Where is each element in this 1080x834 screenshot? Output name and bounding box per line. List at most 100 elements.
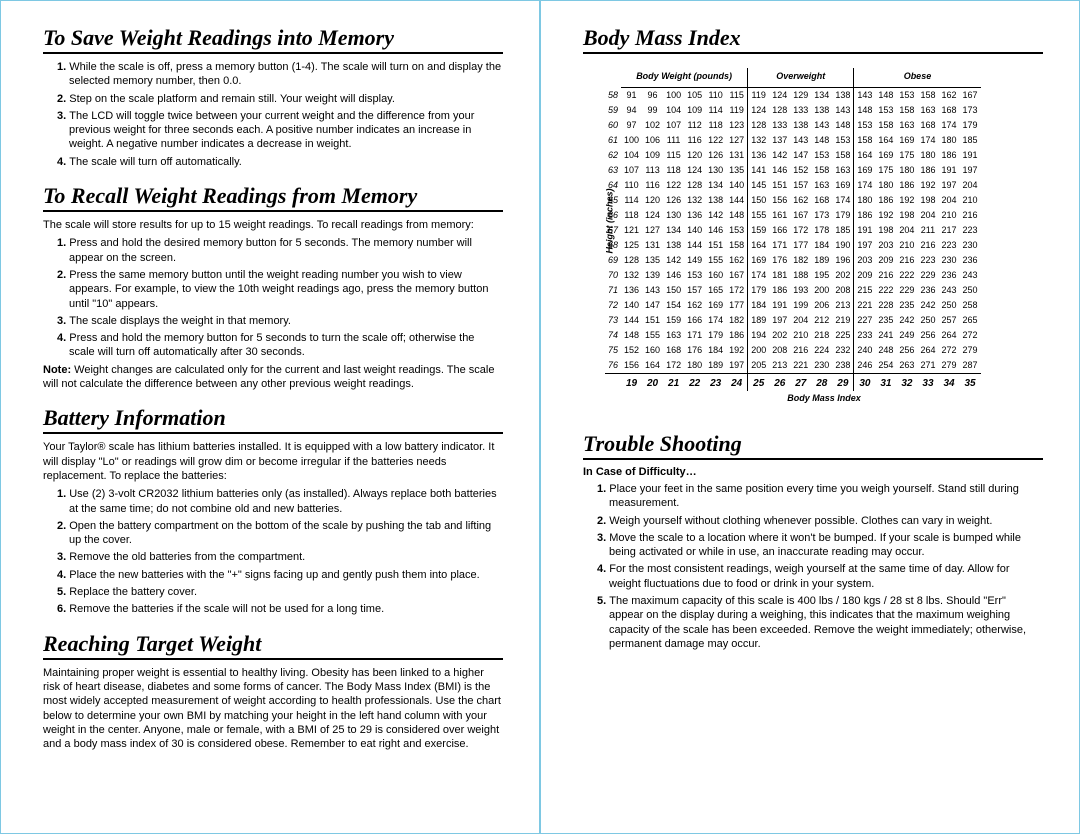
bmi-cell: 223 bbox=[960, 223, 981, 238]
bmi-cell: 175 bbox=[896, 148, 917, 163]
bmi-cell: 240 bbox=[854, 343, 876, 358]
bmi-cell: 169 bbox=[896, 133, 917, 148]
bmi-head-obese: Obese bbox=[854, 68, 981, 87]
bmi-cell: 180 bbox=[854, 193, 876, 208]
bmi-cell: 142 bbox=[663, 253, 684, 268]
bmi-cell: 198 bbox=[917, 193, 938, 208]
bmi-cell: 162 bbox=[790, 193, 811, 208]
bmi-cell: 124 bbox=[684, 163, 705, 178]
bmi-cell: 199 bbox=[790, 298, 811, 313]
bmi-cell: 106 bbox=[642, 133, 663, 148]
bmi-cell: 232 bbox=[832, 343, 854, 358]
bmi-cell: 166 bbox=[769, 223, 790, 238]
bmi-height-cell: 58 bbox=[605, 87, 621, 103]
bmi-cell: 139 bbox=[642, 268, 663, 283]
list-item: 5. The maximum capacity of this scale is… bbox=[597, 594, 1043, 651]
bmi-index-cell: 35 bbox=[960, 373, 981, 391]
bmi-cell: 180 bbox=[896, 163, 917, 178]
bmi-cell: 151 bbox=[642, 313, 663, 328]
bmi-cell: 178 bbox=[811, 223, 832, 238]
bmi-cell: 279 bbox=[938, 358, 959, 374]
bmi-cell: 204 bbox=[938, 193, 959, 208]
bmi-y-label: Height (inches) bbox=[605, 188, 615, 253]
bmi-cell: 135 bbox=[642, 253, 663, 268]
bmi-cell: 143 bbox=[854, 87, 876, 103]
bmi-cell: 238 bbox=[832, 358, 854, 374]
bmi-cell: 143 bbox=[790, 133, 811, 148]
bmi-cell: 224 bbox=[811, 343, 832, 358]
bmi-cell: 249 bbox=[896, 328, 917, 343]
bmi-cell: 158 bbox=[917, 87, 938, 103]
list-item: 4. The scale will turn off automatically… bbox=[57, 155, 503, 169]
bmi-cell: 186 bbox=[917, 163, 938, 178]
bmi-cell: 182 bbox=[726, 313, 748, 328]
bmi-cell: 263 bbox=[896, 358, 917, 374]
bmi-index-cell: 26 bbox=[769, 373, 790, 391]
bmi-cell: 138 bbox=[663, 238, 684, 253]
bmi-cell: 168 bbox=[663, 343, 684, 358]
bmi-cell: 114 bbox=[621, 193, 642, 208]
bmi-cell: 142 bbox=[769, 148, 790, 163]
bmi-cell: 136 bbox=[748, 148, 770, 163]
bmi-cell: 180 bbox=[875, 178, 896, 193]
bmi-cell: 91 bbox=[621, 87, 642, 103]
bmi-cell: 161 bbox=[769, 208, 790, 223]
bmi-cell: 185 bbox=[832, 223, 854, 238]
bmi-cell: 153 bbox=[811, 148, 832, 163]
bmi-cell: 128 bbox=[748, 118, 770, 133]
bmi-index-cell: 23 bbox=[705, 373, 726, 391]
bmi-cell: 169 bbox=[748, 253, 770, 268]
bmi-cell: 115 bbox=[663, 148, 684, 163]
bmi-cell: 158 bbox=[875, 118, 896, 133]
bmi-cell: 184 bbox=[811, 238, 832, 253]
bmi-cell: 111 bbox=[663, 133, 684, 148]
bmi-cell: 165 bbox=[705, 283, 726, 298]
bmi-cell: 242 bbox=[896, 313, 917, 328]
bmi-cell: 164 bbox=[854, 148, 876, 163]
bmi-cell: 167 bbox=[960, 87, 981, 103]
bmi-height-cell: 69 bbox=[605, 253, 621, 268]
bmi-cell: 186 bbox=[875, 193, 896, 208]
bmi-cell: 179 bbox=[748, 283, 770, 298]
bmi-cell: 126 bbox=[705, 148, 726, 163]
bmi-cell: 204 bbox=[790, 313, 811, 328]
bmi-cell: 200 bbox=[811, 283, 832, 298]
list-item: 3. Remove the old batteries from the com… bbox=[57, 550, 503, 564]
right-page: Body Mass Index Height (inches) Body Wei… bbox=[540, 0, 1080, 834]
bmi-cell: 184 bbox=[748, 298, 770, 313]
bmi-cell: 153 bbox=[832, 133, 854, 148]
list-item: 6. Remove the batteries if the scale wil… bbox=[57, 602, 503, 616]
bmi-cell: 193 bbox=[790, 283, 811, 298]
bmi-cell: 179 bbox=[960, 118, 981, 133]
bmi-cell: 104 bbox=[663, 103, 684, 118]
bmi-cell: 149 bbox=[684, 253, 705, 268]
bmi-cell: 121 bbox=[621, 223, 642, 238]
bmi-cell: 160 bbox=[642, 343, 663, 358]
bmi-cell: 138 bbox=[790, 118, 811, 133]
bmi-cell: 168 bbox=[811, 193, 832, 208]
bmi-head-weight: Body Weight (pounds) bbox=[621, 68, 748, 87]
bmi-cell: 250 bbox=[938, 298, 959, 313]
bmi-cell: 177 bbox=[726, 298, 748, 313]
bmi-index-cell: 29 bbox=[832, 373, 854, 391]
bmi-cell: 147 bbox=[642, 298, 663, 313]
bmi-cell: 192 bbox=[896, 193, 917, 208]
bmi-cell: 160 bbox=[705, 268, 726, 283]
bmi-cell: 153 bbox=[896, 87, 917, 103]
bmi-cell: 177 bbox=[790, 238, 811, 253]
bmi-cell: 227 bbox=[854, 313, 876, 328]
bmi-cell: 104 bbox=[621, 148, 642, 163]
bmi-cell: 186 bbox=[896, 178, 917, 193]
bmi-cell: 120 bbox=[642, 193, 663, 208]
bmi-cell: 109 bbox=[684, 103, 705, 118]
bmi-cell: 159 bbox=[663, 313, 684, 328]
bmi-cell: 186 bbox=[726, 328, 748, 343]
bmi-cell: 172 bbox=[726, 283, 748, 298]
target-intro: Maintaining proper weight is essential t… bbox=[43, 666, 503, 752]
bmi-cell: 143 bbox=[832, 103, 854, 118]
bmi-height-cell: 60 bbox=[605, 118, 621, 133]
bmi-cell: 173 bbox=[960, 103, 981, 118]
bmi-cell: 128 bbox=[621, 253, 642, 268]
bmi-cell: 163 bbox=[811, 178, 832, 193]
bmi-cell: 195 bbox=[811, 268, 832, 283]
